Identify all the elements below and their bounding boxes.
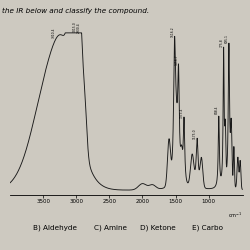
Text: B) Aldehyde: B) Aldehyde — [33, 224, 77, 231]
Text: D) Ketone: D) Ketone — [140, 224, 175, 231]
Text: cm$^{-1}$: cm$^{-1}$ — [228, 211, 242, 220]
Text: 695.1: 695.1 — [225, 34, 229, 43]
Text: 1516.2: 1516.2 — [170, 26, 174, 37]
Text: 848.4: 848.4 — [215, 106, 219, 114]
Text: 3015.0: 3015.0 — [73, 21, 77, 32]
Text: 2930.4: 2930.4 — [77, 23, 81, 34]
Text: E) Carbo: E) Carbo — [192, 224, 223, 231]
Text: 1456.7: 1456.7 — [174, 55, 178, 65]
Text: 1175.0: 1175.0 — [193, 128, 197, 139]
Text: the IR below and classify the compound.: the IR below and classify the compound. — [2, 8, 150, 14]
Text: 775.8: 775.8 — [220, 38, 224, 47]
Text: 1373.4: 1373.4 — [180, 108, 184, 118]
Text: 3310.4: 3310.4 — [52, 28, 56, 38]
Text: C) Amine: C) Amine — [94, 224, 126, 231]
